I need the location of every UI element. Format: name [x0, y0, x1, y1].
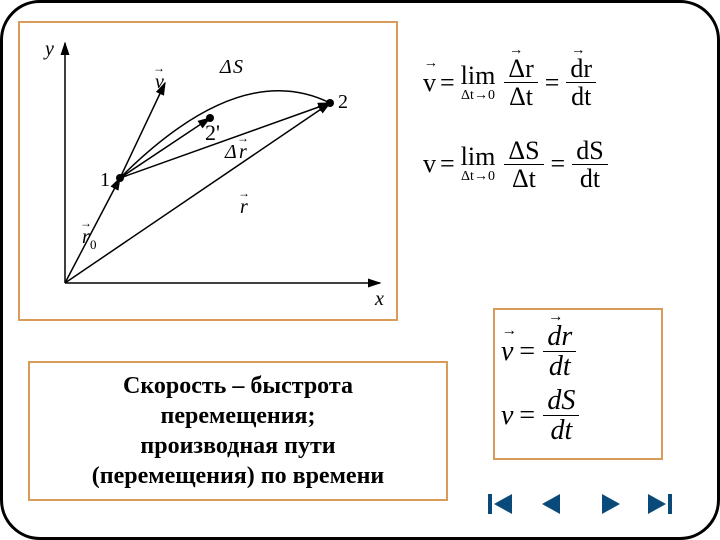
boxed-eq-vector: v = dr dt — [501, 322, 655, 382]
ds: dS — [543, 386, 579, 416]
dr-vector: dr — [547, 322, 572, 351]
equals-sign: = — [517, 336, 536, 368]
v-vector-symbol: v — [423, 68, 436, 98]
boxed-equations: v = dr dt v = dS dt — [493, 308, 663, 460]
nav-buttons — [485, 489, 677, 519]
boxed-eq-scalar: v = dS dt — [501, 386, 655, 446]
slide-frame: xy122'ΔSv→Δr→r→0r→ v = lim Δt→0 Δr Δt = … — [0, 0, 720, 540]
text-line-1: Скорость – быстрота — [123, 373, 353, 399]
svg-text:Δ: Δ — [224, 141, 237, 163]
delta-t: Δt — [505, 83, 537, 110]
nav-last-button[interactable] — [635, 489, 677, 519]
fraction-dr-dt-boxed: dr dt — [543, 322, 576, 382]
delta-s: ΔS — [504, 137, 543, 165]
dt: dt — [576, 165, 604, 192]
fraction-ds-dt-boxed: dS dt — [543, 386, 579, 446]
v-scalar-symbol: v — [423, 149, 436, 179]
ds: dS — [572, 137, 607, 165]
delta-t: Δt — [508, 165, 540, 192]
fraction-ds-dt: dS dt — [572, 137, 607, 193]
svg-text:0: 0 — [90, 237, 97, 252]
svg-text:→: → — [80, 216, 92, 230]
equals-sign: = — [551, 149, 566, 179]
svg-text:y: y — [43, 38, 54, 60]
svg-text:2: 2 — [338, 91, 348, 113]
v-scalar-symbol: v — [501, 400, 513, 432]
equals-sign: = — [440, 149, 455, 179]
svg-text:2': 2' — [205, 120, 220, 145]
dt: dt — [545, 352, 575, 381]
svg-text:→: → — [238, 186, 250, 200]
equals-sign: = — [517, 400, 536, 432]
delta-r-vector: Δr — [508, 55, 533, 82]
limit-subscript: Δt→0 — [461, 170, 495, 184]
equals-sign: = — [440, 68, 455, 98]
limit-word: lim — [461, 144, 496, 170]
graph-svg: xy122'ΔSv→Δr→r→0r→ — [20, 23, 396, 319]
definition-text-box: Скорость – быстрота перемещения; произво… — [28, 361, 448, 501]
text-line-3: производная пути — [140, 433, 335, 459]
nav-first-button[interactable] — [485, 489, 527, 519]
svg-text:x: x — [374, 288, 384, 310]
dt: dt — [546, 416, 576, 445]
equation-speed-scalar: v = lim Δt→0 ΔS Δt = dS dt — [423, 137, 703, 193]
equation-velocity-vector: v = lim Δt→0 Δr Δt = dr dt — [423, 55, 703, 111]
limit-word: lim — [461, 63, 496, 89]
v-vector-symbol: v — [501, 336, 513, 368]
fraction-ds-dt-delta: ΔS Δt — [504, 137, 543, 193]
svg-text:→: → — [237, 131, 249, 145]
text-line-2: перемещения; — [160, 403, 315, 429]
limit-expr: lim Δt→0 — [461, 144, 496, 184]
svg-text:1: 1 — [100, 169, 110, 191]
graph-box: xy122'ΔSv→Δr→r→0r→ — [18, 21, 398, 321]
limit-subscript: Δt→0 — [461, 89, 495, 103]
dt: dt — [567, 83, 595, 110]
limit-expr: lim Δt→0 — [461, 63, 496, 103]
nav-prev-button[interactable] — [535, 489, 577, 519]
fraction-dr-dt: dr dt — [566, 55, 596, 111]
svg-text:Δ: Δ — [219, 56, 232, 78]
svg-text:→: → — [153, 61, 165, 75]
text-line-4: (перемещения) по времени — [92, 463, 384, 489]
equations-top: v = lim Δt→0 Δr Δt = dr dt v = lim Δt→0 — [423, 43, 703, 218]
equals-sign: = — [545, 68, 560, 98]
fraction-dr-dt-delta: Δr Δt — [504, 55, 537, 111]
nav-next-button[interactable] — [585, 489, 627, 519]
dr-vector: dr — [570, 55, 592, 82]
svg-text:S: S — [233, 56, 243, 78]
